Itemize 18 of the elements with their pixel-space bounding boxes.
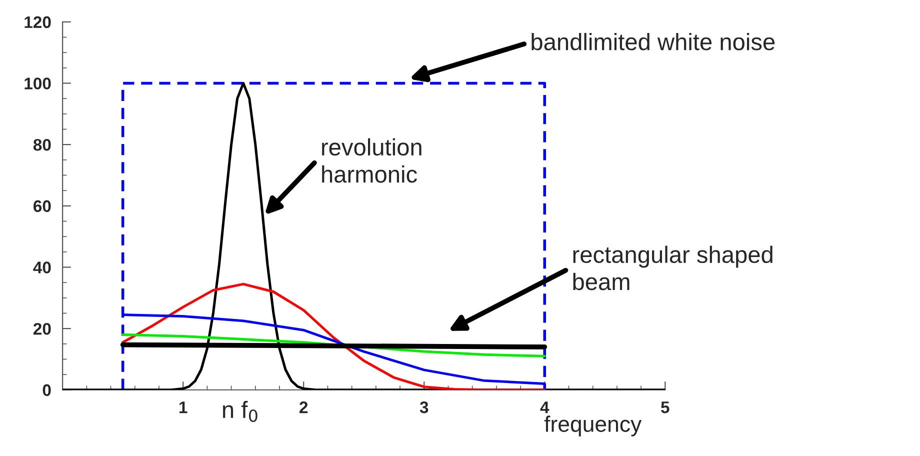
x-tick-label: 5 [661, 402, 670, 414]
y-tick-label: 40 [33, 262, 51, 274]
annotation: rectangular shaped beam [573, 246, 772, 290]
y-tick-label: 60 [34, 200, 51, 212]
x-tick-label: 1 [179, 402, 188, 414]
y-tick-label: 80 [33, 138, 51, 151]
x-tick-label: 2 [300, 401, 308, 414]
x-tick-label: 3 [420, 401, 428, 414]
y-tick-label: 100 [24, 78, 51, 90]
annotation: bandlimited white noise [532, 32, 775, 50]
y-tick-label: 20 [33, 322, 51, 335]
text: n f$_{0}$ [223, 400, 258, 422]
annotation: revolution harmonic [322, 138, 422, 183]
x-axis-title: frequency [544, 416, 642, 436]
x-tick-label: 4 [540, 402, 550, 414]
line-series [122, 282, 546, 390]
y-tick-label: 0 [42, 384, 51, 396]
y-tick-label: 120 [24, 16, 51, 28]
